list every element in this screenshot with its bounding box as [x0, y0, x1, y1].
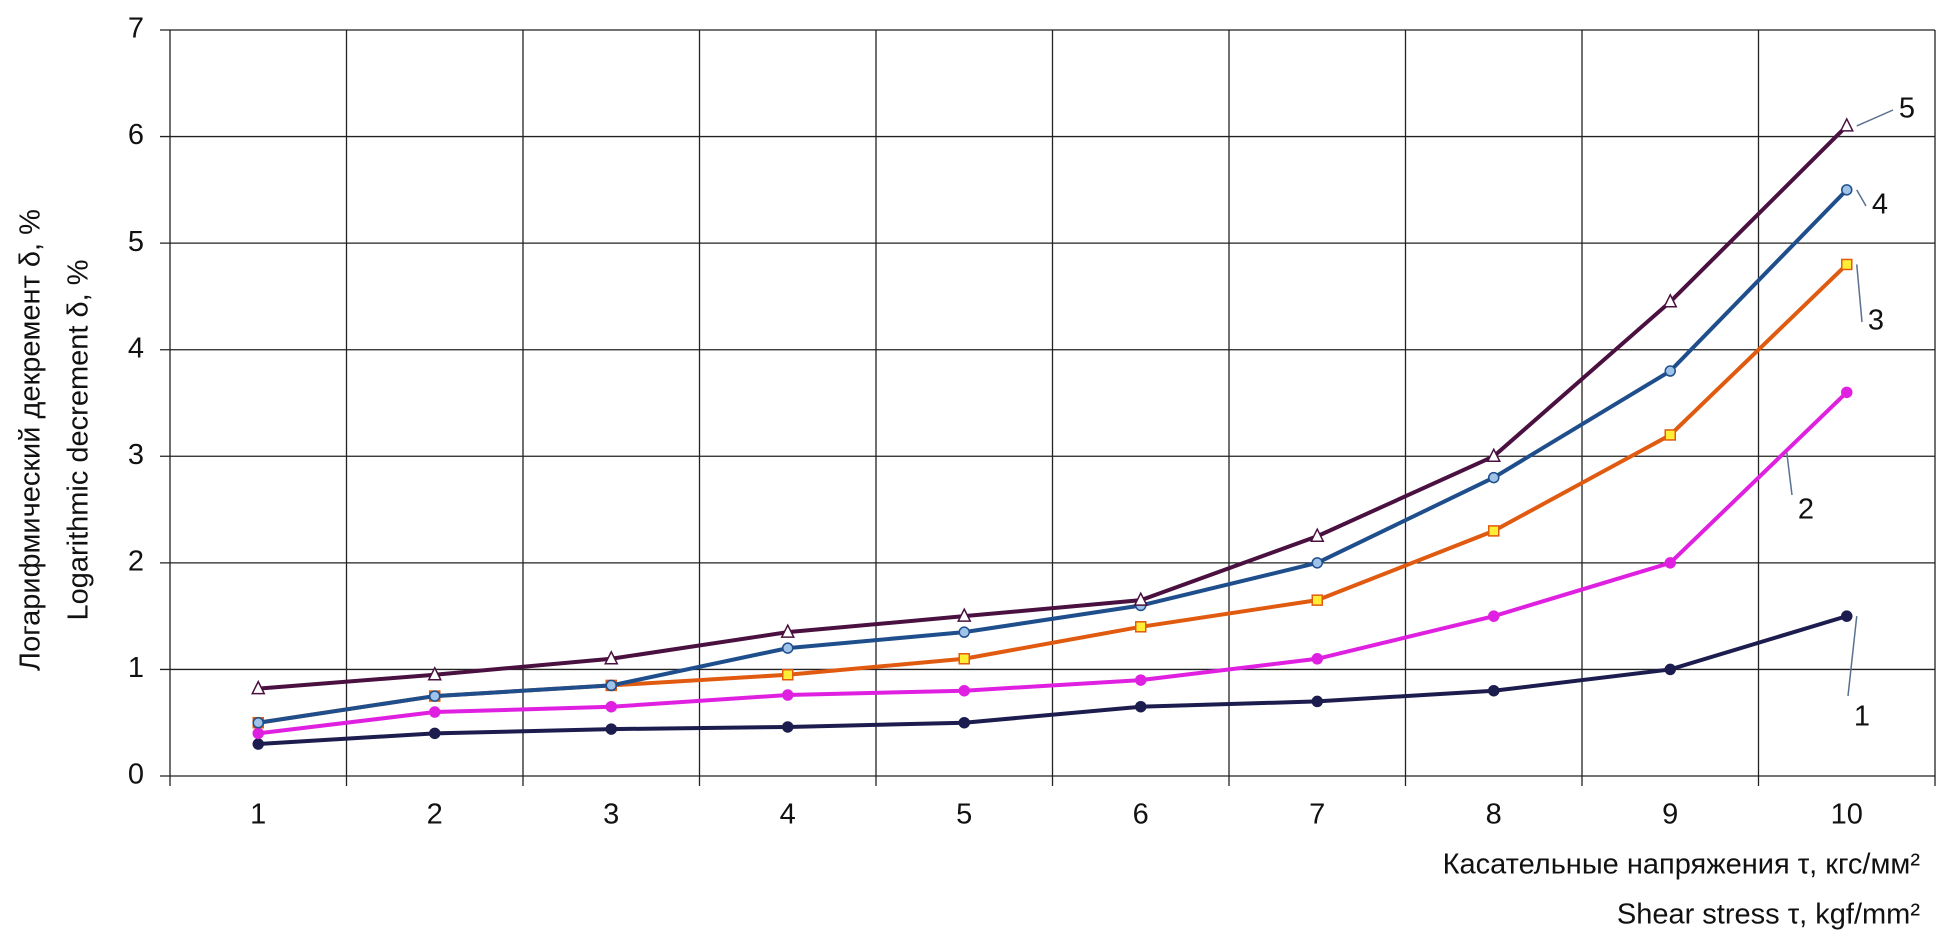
- x-tick-label: 2: [427, 799, 443, 831]
- marker: [1841, 386, 1853, 399]
- marker: [605, 679, 617, 692]
- series-label: 4: [1872, 189, 1888, 221]
- leader-line: [1847, 616, 1858, 697]
- series-label: 5: [1899, 93, 1915, 125]
- marker: [605, 700, 617, 713]
- marker: [1135, 674, 1147, 686]
- marker: [427, 666, 442, 681]
- y-tick-label: 5: [128, 226, 144, 258]
- y-tick-label: 7: [128, 13, 144, 45]
- leader-line: [1856, 264, 1863, 323]
- marker: [1841, 258, 1853, 271]
- marker: [1135, 621, 1147, 633]
- marker: [1133, 591, 1148, 606]
- marker: [958, 684, 970, 697]
- marker: [782, 721, 794, 733]
- marker: [252, 738, 264, 750]
- x-axis-label: Shear stress τ, kgf/mm²: [1617, 899, 1920, 931]
- marker: [251, 679, 266, 695]
- marker: [782, 689, 794, 701]
- marker: [957, 607, 972, 622]
- series-line: [257, 188, 1849, 725]
- y-tick-label: 2: [128, 546, 144, 578]
- marker: [1488, 525, 1500, 537]
- x-tick-label: 10: [1831, 799, 1863, 831]
- marker: [1664, 429, 1676, 441]
- y-axis-label: Логарифмический декремент δ, %: [15, 209, 47, 671]
- y-tick-label: 1: [128, 652, 144, 684]
- y-tick-label: 4: [128, 332, 144, 364]
- x-tick-label: 7: [1309, 799, 1325, 831]
- marker: [1135, 700, 1147, 713]
- marker: [252, 716, 264, 729]
- x-tick-label: 4: [780, 799, 796, 831]
- leader-line: [1786, 452, 1793, 496]
- marker: [1841, 610, 1853, 622]
- marker: [1488, 471, 1500, 484]
- marker: [604, 650, 619, 665]
- marker: [1839, 117, 1854, 132]
- y-tick-label: 0: [128, 759, 144, 791]
- marker: [1664, 557, 1676, 569]
- marker: [958, 653, 970, 665]
- x-tick-label: 9: [1662, 799, 1678, 831]
- marker: [1310, 527, 1325, 542]
- x-tick-label: 3: [603, 799, 619, 831]
- marker: [1664, 365, 1676, 377]
- series-label: 1: [1854, 701, 1870, 733]
- series-line: [258, 124, 1849, 691]
- marker: [429, 727, 441, 740]
- marker: [1841, 184, 1853, 196]
- series-label: 2: [1798, 494, 1814, 526]
- x-tick-label: 6: [1133, 799, 1149, 831]
- x-tick-label: 8: [1486, 799, 1502, 831]
- marker: [605, 723, 617, 735]
- leader-line: [1856, 189, 1867, 207]
- marker: [958, 716, 970, 729]
- y-tick-label: 3: [128, 439, 144, 471]
- marker: [1663, 293, 1678, 308]
- marker: [1311, 653, 1323, 665]
- leader-line: [1856, 109, 1894, 127]
- series-label: 3: [1868, 305, 1884, 337]
- marker: [1311, 557, 1323, 569]
- marker: [1486, 447, 1501, 463]
- x-tick-label: 5: [956, 799, 972, 831]
- x-axis-label: Касательные напряжения τ, кгс/мм²: [1443, 849, 1921, 881]
- marker: [782, 642, 794, 654]
- series-line: [258, 390, 1849, 736]
- marker: [1311, 695, 1323, 708]
- marker: [1488, 610, 1500, 622]
- marker: [1664, 663, 1676, 676]
- marker: [429, 690, 441, 702]
- x-tick-label: 1: [250, 799, 266, 831]
- marker: [252, 727, 264, 740]
- series-line: [258, 614, 1848, 747]
- marker: [958, 626, 970, 638]
- marker: [782, 669, 794, 681]
- marker: [780, 623, 795, 638]
- y-tick-label: 6: [128, 119, 144, 151]
- y-axis-label: Logarithmic decrement δ, %: [63, 259, 95, 620]
- marker: [429, 706, 441, 718]
- marker: [1488, 684, 1500, 697]
- marker: [1311, 594, 1323, 606]
